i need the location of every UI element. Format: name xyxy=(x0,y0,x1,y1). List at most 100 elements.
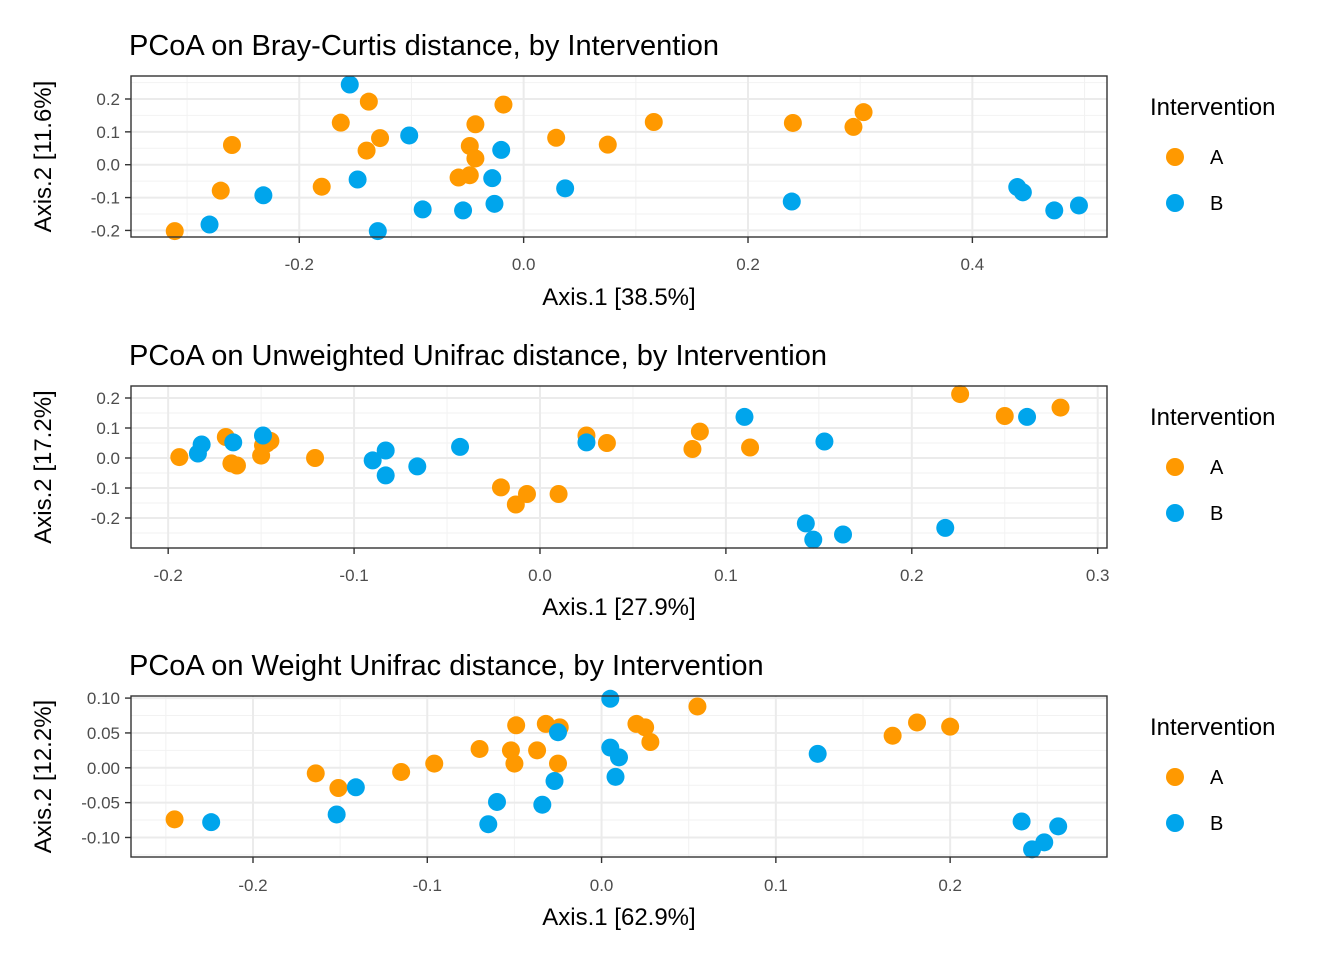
data-point xyxy=(549,754,567,773)
data-point xyxy=(549,485,568,503)
data-point xyxy=(485,194,504,213)
data-point xyxy=(488,792,506,811)
data-point xyxy=(227,456,246,475)
legend-label-B: B xyxy=(1210,193,1223,215)
legend-label-A: A xyxy=(1210,767,1224,789)
data-point xyxy=(641,733,660,751)
data-point xyxy=(357,141,376,160)
grid xyxy=(131,386,1107,548)
data-point xyxy=(556,179,575,198)
x-tick-label: -0.2 xyxy=(238,876,267,895)
data-point xyxy=(413,200,432,219)
data-point xyxy=(408,457,427,476)
data-point xyxy=(815,432,834,451)
chart-panel-2: -0.2 -0.1 0.0 0.1 0.2 0.3 0.2 0.1 0.0 -0.1 -0.2 PCo… xyxy=(30,340,1275,621)
data-point xyxy=(883,726,902,745)
panel-border xyxy=(130,75,1108,238)
data-point xyxy=(995,407,1014,425)
legend-key-B xyxy=(1166,814,1184,832)
y-tick-label: 0.0 xyxy=(96,156,120,175)
data-point xyxy=(690,422,709,441)
x-tick-label: -0.2 xyxy=(285,255,314,274)
data-point xyxy=(1045,201,1064,220)
y-tick-label: -0.1 xyxy=(91,479,120,498)
series-A xyxy=(165,697,960,829)
data-point xyxy=(1049,817,1068,836)
x-tick-label: -0.1 xyxy=(339,566,368,585)
data-point xyxy=(528,741,547,760)
legend-label-A: A xyxy=(1210,147,1224,169)
data-point xyxy=(224,433,243,452)
data-point xyxy=(601,689,620,708)
chart-title: PCoA on Bray-Curtis distance, by Interve… xyxy=(129,30,719,62)
data-point xyxy=(1013,183,1032,202)
chart-panel-1: -0.2 0.0 0.2 0.4 0.2 0.1 0.0 -0.1 -0.2 PCoA on Br… xyxy=(30,30,1275,311)
panel-border xyxy=(130,385,1108,549)
data-point xyxy=(1069,196,1088,215)
y-tick-label: 0.10 xyxy=(87,689,120,708)
data-point xyxy=(549,723,567,742)
x-tick-label: -0.2 xyxy=(154,566,183,585)
legend-title: Intervention xyxy=(1150,94,1275,121)
series-A xyxy=(170,385,1070,514)
data-point xyxy=(425,754,444,773)
series-B xyxy=(202,689,1068,859)
x-tick-label: 0.2 xyxy=(736,255,760,274)
data-point xyxy=(610,748,628,767)
data-point xyxy=(1012,812,1031,831)
y-tick-label: 0.00 xyxy=(87,759,120,778)
data-point xyxy=(466,115,485,134)
data-point xyxy=(460,166,479,185)
data-point xyxy=(346,778,365,797)
data-point xyxy=(466,149,485,168)
legend-label-B: B xyxy=(1210,813,1223,835)
data-point xyxy=(782,192,801,211)
y-axis-title: Axis.2 [12.2%] xyxy=(30,700,57,853)
data-point xyxy=(1018,407,1037,426)
data-point xyxy=(363,451,382,470)
chart-panel-3: -0.2 -0.1 0.0 0.1 0.2 0.10 0.05 0.00 -0.05 -0.10 P… xyxy=(30,650,1275,931)
data-point xyxy=(329,779,348,797)
legend-label-A: A xyxy=(1210,457,1224,479)
data-point xyxy=(1051,398,1070,417)
data-point xyxy=(200,215,219,234)
data-point xyxy=(683,440,702,458)
data-point xyxy=(808,744,827,763)
data-point xyxy=(376,441,395,460)
data-point xyxy=(327,805,346,824)
y-tick-label: 0.1 xyxy=(96,123,120,142)
data-point xyxy=(533,795,552,814)
x-axis-title: Axis.1 [27.9%] xyxy=(542,594,695,621)
data-point xyxy=(479,815,498,834)
data-point xyxy=(844,117,863,136)
data-point xyxy=(517,485,536,503)
data-point xyxy=(636,718,655,737)
x-tick-label: 0.1 xyxy=(714,566,738,585)
legend-title: Intervention xyxy=(1150,404,1275,431)
x-tick-label: 0.0 xyxy=(590,876,614,895)
data-point xyxy=(254,186,273,205)
x-tick-label: -0.1 xyxy=(413,876,442,895)
data-point xyxy=(202,813,221,832)
x-tick-label: 0.1 xyxy=(764,876,788,895)
y-axis-title: Axis.2 [17.2%] xyxy=(30,390,57,543)
y-tick-label: 0.2 xyxy=(96,90,120,109)
data-point xyxy=(505,754,524,773)
data-point xyxy=(951,385,970,404)
data-point xyxy=(507,716,526,735)
y-tick-label: -0.05 xyxy=(81,794,120,813)
x-tick-label: 0.0 xyxy=(528,566,552,585)
legend-key-B xyxy=(1166,504,1184,522)
legend-key-A xyxy=(1166,148,1184,166)
data-point xyxy=(908,713,927,732)
data-point xyxy=(491,478,510,497)
data-point xyxy=(492,140,511,159)
data-point xyxy=(1035,833,1054,852)
x-axis-title: Axis.1 [38.5%] xyxy=(542,284,695,311)
data-point xyxy=(644,113,663,131)
data-point xyxy=(312,177,331,196)
y-tick-label: 0.05 xyxy=(87,724,120,743)
data-point xyxy=(834,525,853,544)
legend: Intervention A B xyxy=(1150,94,1275,215)
legend-key-B xyxy=(1166,194,1184,212)
